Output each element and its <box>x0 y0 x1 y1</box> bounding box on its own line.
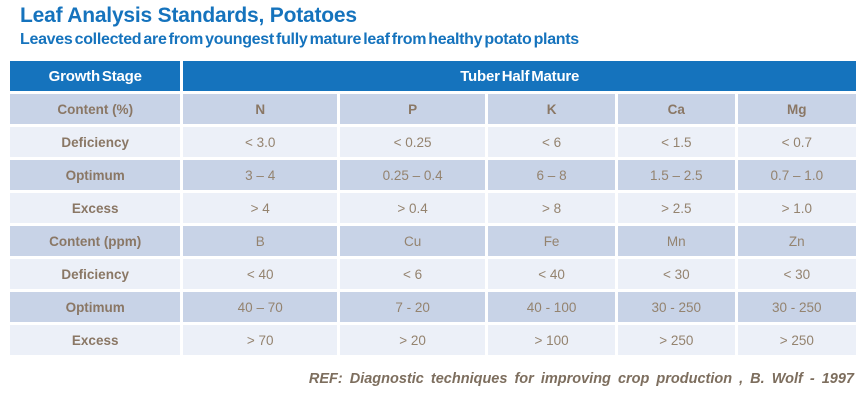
cell: > 250 <box>617 325 735 355</box>
cell: > 100 <box>488 325 615 355</box>
cell: > 250 <box>737 325 856 355</box>
cell: < 30 <box>617 259 735 289</box>
page-title: Leaf Analysis Standards, Potatoes <box>20 4 357 27</box>
row-label: Deficiency <box>10 259 181 289</box>
row-label: Deficiency <box>10 127 181 157</box>
cell: < 6 <box>340 259 486 289</box>
cell: < 3.0 <box>183 127 337 157</box>
cell: Zn <box>737 226 856 256</box>
cell: 0.25 – 0.4 <box>340 160 486 190</box>
cell: < 6 <box>488 127 615 157</box>
cell: > 70 <box>183 325 337 355</box>
cell: N <box>183 94 337 124</box>
table-row-optimum-pct: Optimum 3 – 4 0.25 – 0.4 6 – 8 1.5 – 2.5… <box>10 160 856 190</box>
table-row-content-pct: Content (%) N P K Ca Mg <box>10 94 856 124</box>
cell: < 40 <box>488 259 615 289</box>
table-row-deficiency-ppm: Deficiency < 40 < 6 < 40 < 30 < 30 <box>10 259 856 289</box>
row-label: Optimum <box>10 160 181 190</box>
cell: P <box>340 94 486 124</box>
table-row-optimum-ppm: Optimum 40 – 70 7 - 20 40 - 100 30 - 250… <box>10 292 856 322</box>
cell: > 8 <box>488 193 615 223</box>
row-label: Optimum <box>10 292 181 322</box>
cell: Fe <box>488 226 615 256</box>
cell: 1.5 – 2.5 <box>617 160 735 190</box>
cell: < 40 <box>183 259 337 289</box>
cell: 3 – 4 <box>183 160 337 190</box>
table-header-row: Growth Stage Tuber Half Mature <box>10 61 856 91</box>
row-label: Content (ppm) <box>10 226 181 256</box>
row-label: Excess <box>10 193 181 223</box>
cell: 6 – 8 <box>488 160 615 190</box>
cell: 7 - 20 <box>340 292 486 322</box>
table-row-excess-pct: Excess > 4 > 0.4 > 8 > 2.5 > 1.0 <box>10 193 856 223</box>
cell: < 0.25 <box>340 127 486 157</box>
cell: < 1.5 <box>617 127 735 157</box>
cell: Ca <box>617 94 735 124</box>
cell: K <box>488 94 615 124</box>
cell: > 4 <box>183 193 337 223</box>
cell: 0.7 – 1.0 <box>737 160 856 190</box>
cell: > 2.5 <box>617 193 735 223</box>
cell: 40 - 100 <box>488 292 615 322</box>
row-label: Excess <box>10 325 181 355</box>
growth-stage-header: Growth Stage <box>10 61 181 91</box>
cell: > 20 <box>340 325 486 355</box>
page-subtitle: Leaves collected are from youngest fully… <box>20 31 579 48</box>
table-row-deficiency-pct: Deficiency < 3.0 < 0.25 < 6 < 1.5 < 0.7 <box>10 127 856 157</box>
cell: 30 - 250 <box>737 292 856 322</box>
cell: < 30 <box>737 259 856 289</box>
cell: 40 – 70 <box>183 292 337 322</box>
reference-text: REF: Diagnostic techniques for improving… <box>308 371 854 387</box>
cell: Mn <box>617 226 735 256</box>
row-label: Content (%) <box>10 94 181 124</box>
table-row-excess-ppm: Excess > 70 > 20 > 100 > 250 > 250 <box>10 325 856 355</box>
cell: < 0.7 <box>737 127 856 157</box>
cell: Cu <box>340 226 486 256</box>
table-row-content-ppm: Content (ppm) B Cu Fe Mn Zn <box>10 226 856 256</box>
cell: Mg <box>737 94 856 124</box>
tuber-half-mature-header: Tuber Half Mature <box>183 61 856 91</box>
cell: B <box>183 226 337 256</box>
leaf-analysis-table: Growth Stage Tuber Half Mature Content (… <box>7 58 859 358</box>
cell: > 1.0 <box>737 193 856 223</box>
cell: 30 - 250 <box>617 292 735 322</box>
cell: > 0.4 <box>340 193 486 223</box>
